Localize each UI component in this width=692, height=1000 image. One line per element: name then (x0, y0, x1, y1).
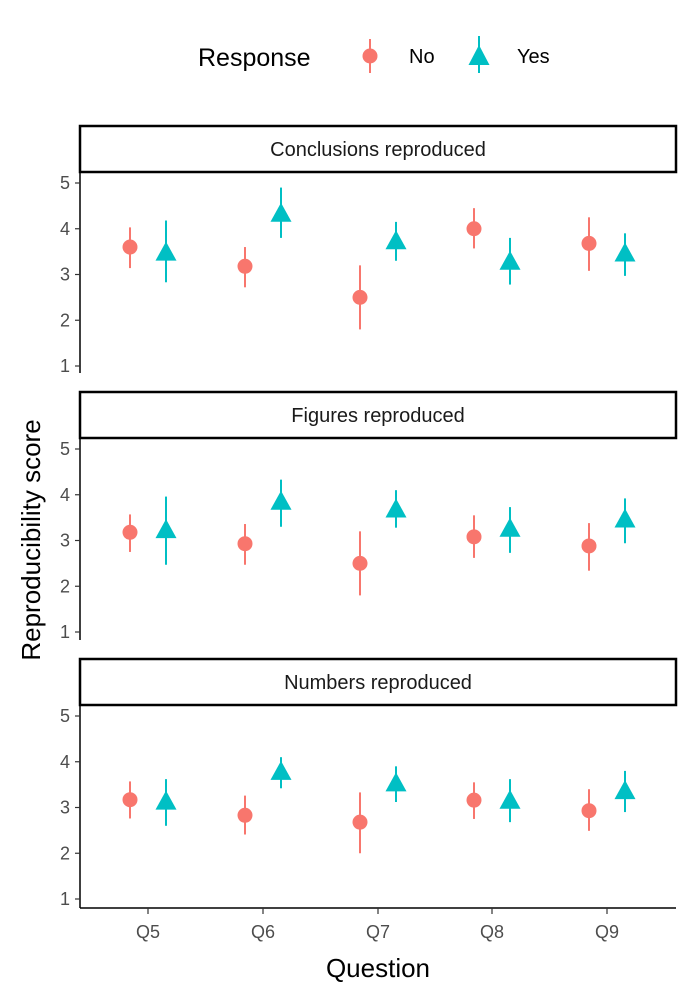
x-tick-label: Q6 (251, 922, 275, 942)
y-tick-label: 4 (60, 219, 70, 239)
facet-title: Conclusions reproduced (270, 139, 486, 161)
data-point-no (122, 524, 138, 540)
data-point-no (122, 239, 138, 255)
facet-panel-1: Conclusions reproduced 1 2 3 4 5 (60, 124, 678, 376)
data-point-yes (270, 760, 292, 780)
legend-item-yes: Yes (468, 36, 550, 73)
y-tick-label: 5 (60, 173, 70, 193)
x-axis-label: Question (326, 953, 430, 983)
data-point-no (352, 555, 368, 571)
data-point-yes (614, 508, 636, 528)
y-tick-label: 1 (60, 889, 70, 909)
data-point-yes (614, 242, 636, 262)
x-tick-label: Q8 (480, 922, 504, 942)
x-tick-label: Q9 (595, 922, 619, 942)
y-tick-label: 4 (60, 752, 70, 772)
y-tick-label: 1 (60, 356, 70, 376)
data-point-no (581, 235, 597, 251)
facet-panel-3: Numbers reproduced 1 2 3 4 5 (60, 657, 678, 909)
legend-no-label: No (409, 46, 435, 68)
data-point-yes (385, 230, 407, 250)
data-point-yes (499, 250, 521, 270)
y-tick-label: 2 (60, 576, 70, 596)
data-point-yes (155, 241, 177, 261)
facet-strip (78, 124, 678, 174)
data-point-no (237, 258, 253, 274)
data-point-yes (614, 780, 636, 800)
data-point-yes (385, 498, 407, 518)
y-tick-label: 5 (60, 706, 70, 726)
y-tick-label: 3 (60, 265, 70, 285)
legend-item-no: No (362, 39, 435, 73)
legend-yes-triangle-icon (468, 45, 490, 65)
facet-title: Figures reproduced (291, 405, 464, 427)
y-tick-label: 4 (60, 485, 70, 505)
data-point-yes (385, 772, 407, 792)
y-tick-label: 3 (60, 531, 70, 551)
data-point-no (466, 221, 482, 237)
legend: Response No Yes (198, 36, 550, 73)
legend-yes-label: Yes (517, 46, 550, 68)
data-point-no (466, 529, 482, 545)
legend-no-circle-icon (362, 48, 378, 64)
facet-strip (78, 390, 678, 440)
data-point-no (352, 814, 368, 830)
data-point-no (237, 536, 253, 552)
x-tick-label: Q7 (366, 922, 390, 942)
y-tick-label: 1 (60, 622, 70, 642)
data-point-yes (155, 519, 177, 539)
data-point-yes (155, 790, 177, 810)
y-tick-label: 5 (60, 439, 70, 459)
data-point-no (237, 807, 253, 823)
y-tick-label: 2 (60, 310, 70, 330)
data-point-no (122, 792, 138, 808)
data-point-yes (270, 202, 292, 222)
facet-strip (78, 657, 678, 707)
data-point-no (466, 792, 482, 808)
data-point-yes (499, 789, 521, 809)
facet-panel-2: Figures reproduced 1 2 3 4 5 (60, 390, 678, 642)
data-point-no (581, 538, 597, 554)
legend-title: Response (198, 44, 311, 72)
data-point-no (581, 803, 597, 819)
y-tick-label: 3 (60, 798, 70, 818)
data-point-yes (270, 490, 292, 510)
y-axis-label: Reproducibility score (16, 419, 46, 660)
data-point-no (352, 289, 368, 305)
x-tick-label: Q5 (136, 922, 160, 942)
data-point-yes (499, 517, 521, 537)
facet-title: Numbers reproduced (284, 672, 472, 694)
y-tick-label: 2 (60, 843, 70, 863)
